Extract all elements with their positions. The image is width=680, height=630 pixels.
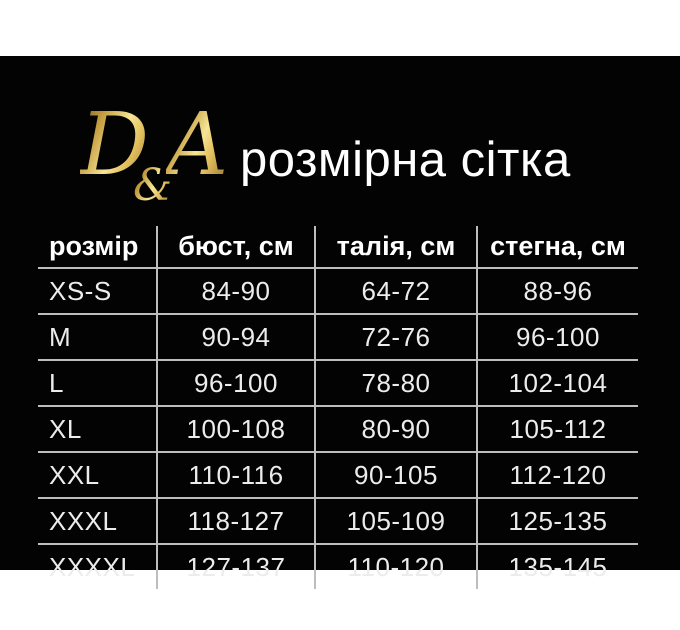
table-row: XXL 110-116 90-105 112-120 xyxy=(38,452,638,499)
cell-waist: 64-72 xyxy=(315,268,478,315)
table-row: XXXXL 127-137 110-120 135-145 xyxy=(38,544,638,589)
column-header-bust: бюст, см xyxy=(157,226,316,269)
cell-bust: 127-137 xyxy=(157,544,316,589)
cell-waist: 80-90 xyxy=(315,406,478,453)
cell-size: XXXXL xyxy=(38,544,158,589)
table-row: XS-S 84-90 64-72 88-96 xyxy=(38,268,638,315)
cell-waist: 105-109 xyxy=(315,498,478,545)
cell-bust: 96-100 xyxy=(157,360,316,407)
cell-hips: 102-104 xyxy=(477,360,638,407)
size-table: розмір бюст, см талія, см стегна, см XS-… xyxy=(38,226,638,589)
cell-size: XXXL xyxy=(38,498,158,545)
size-chart-panel: D&A розмірна сітка розмір бюст, см талія… xyxy=(0,56,680,589)
cell-waist: 78-80 xyxy=(315,360,478,407)
cell-hips: 125-135 xyxy=(477,498,638,545)
logo-ampersand: & xyxy=(132,160,173,211)
brand-logo: D&A xyxy=(80,95,250,208)
cell-size: L xyxy=(38,360,158,407)
table-header-row: розмір бюст, см талія, см стегна, см xyxy=(38,226,638,269)
table-row: L 96-100 78-80 102-104 xyxy=(38,360,638,407)
table-row: XL 100-108 80-90 105-112 xyxy=(38,406,638,453)
table-row: XXXL 118-127 105-109 125-135 xyxy=(38,498,638,545)
cell-hips: 112-120 xyxy=(477,452,638,499)
cell-hips: 105-112 xyxy=(477,406,638,453)
logo-letter-a: A xyxy=(166,95,229,195)
cell-bust: 118-127 xyxy=(157,498,316,545)
cell-waist: 90-105 xyxy=(315,452,478,499)
page-title: розмірна сітка xyxy=(240,133,571,187)
cell-bust: 84-90 xyxy=(157,268,316,315)
cell-bust: 100-108 xyxy=(157,406,316,453)
table-row: M 90-94 72-76 96-100 xyxy=(38,314,638,361)
cell-size: M xyxy=(38,314,158,361)
cell-size: XS-S xyxy=(38,268,158,315)
cell-size: XXL xyxy=(38,452,158,499)
cell-size: XL xyxy=(38,406,158,453)
cell-bust: 110-116 xyxy=(157,452,316,499)
cell-waist: 110-120 xyxy=(315,544,478,589)
logo-letter-d: D xyxy=(80,95,149,195)
column-header-waist: талія, см xyxy=(315,226,478,269)
cell-hips: 88-96 xyxy=(477,268,638,315)
cell-bust: 90-94 xyxy=(157,314,316,361)
column-header-hips: стегна, см xyxy=(477,226,638,269)
cell-hips: 135-145 xyxy=(508,551,608,582)
cell-waist: 72-76 xyxy=(315,314,478,361)
column-header-size: розмір xyxy=(38,226,158,269)
cell-hips: 96-100 xyxy=(477,314,638,361)
